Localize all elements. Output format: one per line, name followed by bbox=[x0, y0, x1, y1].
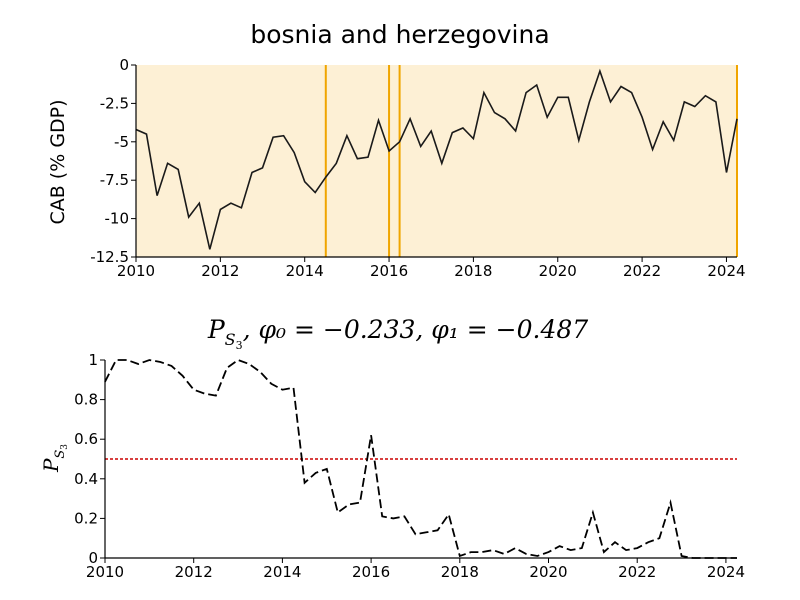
bottom-probability-series-line bbox=[104, 358, 737, 559]
x-tick-label: 2014 bbox=[263, 563, 301, 581]
bottom-ylabel-subsub: 3 bbox=[60, 444, 70, 450]
x-tick-label: 2010 bbox=[86, 563, 124, 581]
x-tick-label: 2012 bbox=[201, 262, 239, 280]
top-vertical-lines bbox=[324, 65, 738, 257]
x-tick-label: 2020 bbox=[539, 262, 577, 280]
bottom-y-axis-label: PS3 bbox=[39, 444, 70, 473]
x-tick-label: 2022 bbox=[623, 262, 661, 280]
top-y-axis-label: CAB (% GDP) bbox=[47, 99, 69, 224]
top-chart-title: bosnia and herzegovina bbox=[250, 20, 549, 49]
x-tick-label: 2024 bbox=[707, 262, 745, 280]
y-tick-label: 0.4 bbox=[74, 470, 98, 488]
bottom-panel: 2010 2012 2014 2016 2018 2020 2022 2024 0 0.2 0.4 0… bbox=[39, 315, 745, 581]
x-tick-label: 2016 bbox=[370, 262, 408, 280]
y-tick-label: -7.5 bbox=[100, 171, 129, 189]
x-tick-label: 2012 bbox=[175, 563, 213, 581]
bottom-title-subsub: 3 bbox=[236, 339, 243, 352]
top-cab-series-line bbox=[135, 68, 738, 250]
y-tick-label: 1 bbox=[88, 351, 98, 369]
top-plot-background bbox=[136, 65, 737, 257]
top-ticks: 2010 2012 2014 2016 2018 2020 2022 2024 0 -2.5 -5 -… bbox=[90, 56, 745, 280]
y-tick-label: -12.5 bbox=[90, 248, 129, 266]
y-tick-label: -2.5 bbox=[100, 94, 129, 112]
bottom-ylabel-base: P bbox=[39, 458, 63, 473]
x-tick-label: 2022 bbox=[618, 563, 656, 581]
bottom-ylabel-sub: S bbox=[53, 450, 68, 459]
x-tick-label: 2016 bbox=[352, 563, 390, 581]
bottom-title-base: P bbox=[207, 315, 226, 344]
y-tick-label: 0.6 bbox=[74, 430, 98, 448]
y-tick-label: -10 bbox=[105, 210, 130, 228]
x-tick-label: 2018 bbox=[441, 563, 479, 581]
y-tick-label: -5 bbox=[114, 133, 129, 151]
y-tick-label: 0 bbox=[88, 549, 98, 567]
y-tick-label: 0.8 bbox=[74, 391, 98, 409]
x-tick-label: 2014 bbox=[286, 262, 324, 280]
bottom-axes bbox=[104, 360, 737, 559]
y-tick-label: 0.2 bbox=[74, 509, 98, 527]
x-tick-label: 2020 bbox=[529, 563, 567, 581]
x-tick-label: 2010 bbox=[117, 262, 155, 280]
top-panel: 2010 2012 2014 2016 2018 2020 2022 2024 0 -2.5 -5 -… bbox=[47, 20, 746, 280]
y-tick-label: 0 bbox=[119, 56, 129, 74]
bottom-chart-title: PS3, φ₀ = −0.233, φ₁ = −0.487 bbox=[207, 315, 588, 352]
bottom-title-rest: , φ₀ = −0.233, φ₁ = −0.487 bbox=[243, 315, 589, 344]
x-tick-label: 2018 bbox=[454, 262, 492, 280]
top-axes bbox=[135, 65, 737, 258]
bottom-title-sub: S bbox=[225, 330, 236, 349]
x-tick-label: 2024 bbox=[707, 563, 745, 581]
bottom-ticks: 2010 2012 2014 2016 2018 2020 2022 2024 0 0.2 0.4 0… bbox=[74, 351, 745, 581]
